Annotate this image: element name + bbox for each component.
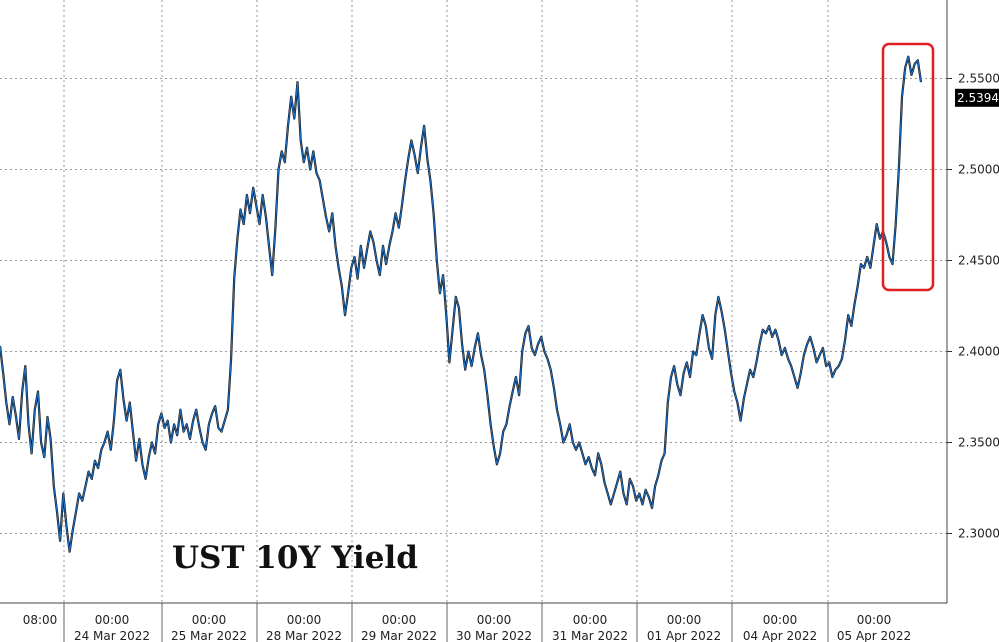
x-tick-time: 00:00 — [382, 613, 417, 627]
last-value-badge — [955, 88, 999, 107]
x-tick-time: 00:00 — [667, 613, 702, 627]
highlight-box — [881, 42, 935, 292]
x-tick-time: 08:00 — [23, 613, 58, 627]
x-axis-ticks: 08:00 00:00 24 Mar 2022 00:00 25 Mar 2022 00:… — [23, 613, 911, 642]
x-tick-time: 00:00 — [573, 613, 608, 627]
last-value-badge-group: 2.5394 — [955, 88, 999, 107]
y-tick-label: 2.3000 — [958, 527, 999, 541]
x-tick-time: 00:00 — [857, 613, 892, 627]
y-axis-ticks: 2.3000 2.3500 2.4000 2.4500 2.5000 2.5500 — [947, 72, 999, 541]
x-tick-time: 00:00 — [763, 613, 798, 627]
yield-series-overlay — [0, 56, 922, 553]
x-tick-date: 04 Apr 2022 — [743, 629, 817, 642]
yield-series-line — [0, 55, 923, 553]
x-tick-date: 25 Mar 2022 — [171, 629, 247, 642]
x-tick-date: 24 Mar 2022 — [74, 629, 150, 642]
x-tick-date: 29 Mar 2022 — [361, 629, 437, 642]
x-tick-date: 01 Apr 2022 — [647, 629, 721, 642]
x-tick-date: 28 Mar 2022 — [266, 629, 342, 642]
x-tick-date: 05 Apr 2022 — [837, 629, 911, 642]
x-tick-time: 00:00 — [95, 613, 130, 627]
series-lines — [0, 55, 923, 553]
y-tick-label: 2.5000 — [958, 163, 999, 177]
x-tick-date: 31 Mar 2022 — [552, 629, 628, 642]
x-tick-time: 00:00 — [287, 613, 322, 627]
y-tick-label: 2.5500 — [958, 72, 999, 86]
x-tick-time: 00:00 — [477, 613, 512, 627]
axes — [0, 0, 948, 642]
highlight-box-group — [881, 42, 935, 292]
y-tick-label: 2.4000 — [958, 345, 999, 359]
y-tick-label: 2.3500 — [958, 436, 999, 450]
y-tick-label: 2.4500 — [958, 254, 999, 268]
chart-title: UST 10Y Yield — [172, 540, 418, 576]
x-tick-time: 00:00 — [192, 613, 227, 627]
grid-lines — [0, 0, 947, 603]
last-value-label: 2.5394 — [957, 91, 999, 105]
x-tick-date: 30 Mar 2022 — [456, 629, 532, 642]
